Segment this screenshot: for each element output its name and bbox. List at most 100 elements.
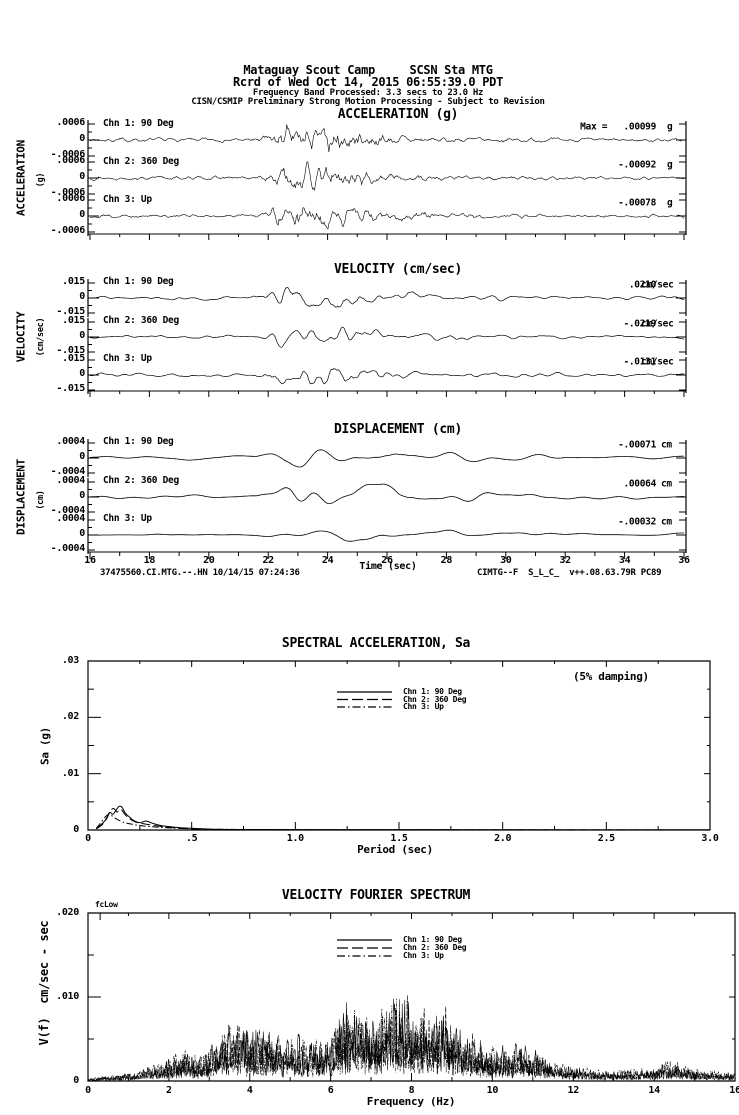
- y-tick-label: .015: [62, 276, 85, 287]
- y-tick-label: 0: [79, 330, 85, 341]
- time-tick-label: 36: [678, 555, 690, 566]
- peak-value: -.00092: [618, 159, 656, 171]
- sa-x-axis-label: Period (sec): [357, 843, 433, 856]
- fourier-y-tick-label: .020: [56, 907, 79, 918]
- header-station-line: Mataguay Scout Camp SCSN Sta MTG: [243, 63, 493, 77]
- y-tick-label: .015: [62, 353, 85, 364]
- velocity-axis-unit: (cm/sec): [35, 317, 46, 357]
- sa-legend-label: Chn 3: Up: [403, 702, 444, 711]
- y-tick-label: .0006: [56, 117, 85, 128]
- acceleration-axis-label: ACCELERATION: [14, 140, 28, 216]
- fourier-x-axis-label: Frequency (Hz): [366, 1095, 456, 1108]
- fourier-x-tick-label: 2: [166, 1085, 172, 1096]
- y-tick-label: -.015: [56, 383, 85, 394]
- sa-x-tick-label: 1.5: [390, 833, 408, 844]
- velocity-title: VELOCITY (cm/sec): [334, 262, 462, 277]
- y-tick-label: 0: [79, 133, 85, 144]
- y-tick-label: .015: [62, 315, 85, 326]
- peak-value: -.00078: [618, 197, 656, 209]
- time-tick-label: 26: [381, 555, 393, 566]
- sa-x-tick-label: 2.0: [494, 833, 512, 844]
- peak-value: -.0131: [623, 356, 656, 368]
- fourier-x-tick-label: 16: [729, 1085, 739, 1096]
- time-tick-label: 22: [262, 555, 274, 566]
- channel-label: Chn 2: 360 Deg: [103, 475, 179, 486]
- sa-x-tick-label: 0: [85, 833, 91, 844]
- sa-legend-label: Chn 1: 90 Deg: [403, 687, 462, 696]
- y-tick-label: 0: [79, 209, 85, 220]
- channel-label: Chn 3: Up: [103, 513, 152, 524]
- peak-unit: g: [667, 159, 673, 171]
- y-tick-label: .0004: [56, 436, 85, 447]
- sa-y-axis-label: Sa (g): [38, 727, 52, 765]
- y-tick-label: -.015: [56, 306, 85, 317]
- fourier-x-tick-label: 10: [486, 1085, 499, 1096]
- fourier-y-axis-label: V(f) cm/sec - sec: [37, 920, 51, 1046]
- peak-unit: cm: [661, 516, 672, 528]
- displacement-axis-label: DISPLACEMENT: [14, 459, 28, 535]
- time-tick-label: 16: [84, 555, 96, 566]
- fourier-spectrum-plot: [87, 912, 736, 1082]
- fc-low-annotation: fcLow: [95, 900, 118, 909]
- processing-version-footer: CIMTG--F S_L_C_ v++.08.63.79R PC89: [477, 568, 662, 578]
- peak-unit: g: [667, 121, 673, 133]
- time-axis-label: Time (sec): [359, 561, 417, 572]
- sa-x-tick-label: 1.0: [286, 833, 304, 844]
- channel-label: Chn 1: 90 Deg: [103, 276, 174, 287]
- spectral-acceleration-plot: [87, 660, 711, 831]
- y-tick-label: .0006: [56, 155, 85, 166]
- peak-value: -.0219: [623, 318, 656, 330]
- header-band-line: Frequency Band Processed: 3.3 secs to 23…: [252, 88, 484, 98]
- fourier-x-tick-label: 6: [327, 1085, 334, 1096]
- fourier-x-tick-label: 0: [85, 1085, 91, 1096]
- sa-legend-label: Chn 2: 360 Deg: [403, 694, 467, 704]
- peak-value: -.00032: [618, 516, 656, 528]
- channel-label: Chn 2: 360 Deg: [103, 156, 179, 167]
- peak-value: .0210: [628, 279, 656, 291]
- sa-x-tick-label: .5: [185, 833, 198, 844]
- y-tick-label: -.0006: [50, 225, 86, 236]
- fourier-y-tick-label: 0: [73, 1075, 79, 1086]
- fourier-x-tick-label: 14: [648, 1085, 660, 1096]
- y-tick-label: -.0004: [50, 466, 86, 477]
- y-tick-label: -.0006: [50, 187, 86, 198]
- fourier-legend-label: Chn 3: Up: [403, 951, 444, 960]
- y-tick-label: -.0004: [50, 543, 86, 554]
- record-id-footer: 37475560.CI.MTG.--.HN 10/14/15 07:24:36: [100, 568, 300, 578]
- sa-x-tick-label: 2.5: [597, 833, 615, 844]
- displacement-axis-unit: (cm): [35, 490, 46, 510]
- y-tick-label: 0: [79, 490, 85, 501]
- y-tick-label: .0004: [56, 475, 85, 486]
- fourier-y-tick-label: .010: [56, 991, 79, 1002]
- peak-unit: cm/sec: [641, 279, 674, 291]
- displacement-title: DISPLACEMENT (cm): [334, 422, 462, 437]
- fourier-chart-title: VELOCITY FOURIER SPECTRUM: [281, 888, 471, 903]
- sa-x-tick-label: 3.0: [701, 833, 719, 844]
- peak-unit: cm: [661, 478, 672, 490]
- channel-label: Chn 1: 90 Deg: [103, 118, 174, 129]
- header-record-line: Rcrd of Wed Oct 14, 2015 06:55:39.0 PDT: [232, 75, 504, 89]
- peak-value: Max = .00099: [580, 121, 656, 133]
- peak-unit: g: [667, 197, 673, 209]
- time-tick-label: 30: [500, 555, 512, 566]
- acceleration-title: ACCELERATION (g): [337, 107, 459, 122]
- fourier-legend-label: Chn 1: 90 Deg: [403, 935, 462, 944]
- y-tick-label: .0006: [56, 193, 85, 204]
- fourier-x-tick-label: 8: [408, 1085, 415, 1096]
- y-tick-label: 0: [79, 451, 85, 462]
- time-tick-label: 20: [203, 555, 215, 566]
- y-tick-label: 0: [79, 368, 85, 379]
- sa-y-tick-label: .03: [61, 655, 79, 666]
- channel-label: Chn 1: 90 Deg: [103, 436, 174, 447]
- time-tick-label: 18: [143, 555, 156, 566]
- time-tick-label: 32: [559, 555, 571, 566]
- fourier-x-tick-label: 4: [246, 1085, 253, 1096]
- y-tick-label: -.0004: [50, 505, 86, 516]
- peak-unit: cm: [661, 439, 672, 451]
- waveform-plots: [87, 120, 687, 559]
- peak-value: -.00071: [618, 439, 656, 451]
- peak-value: .00064: [623, 478, 656, 490]
- acceleration-axis-unit: (g): [35, 172, 46, 188]
- fourier-x-tick-label: 12: [567, 1085, 580, 1096]
